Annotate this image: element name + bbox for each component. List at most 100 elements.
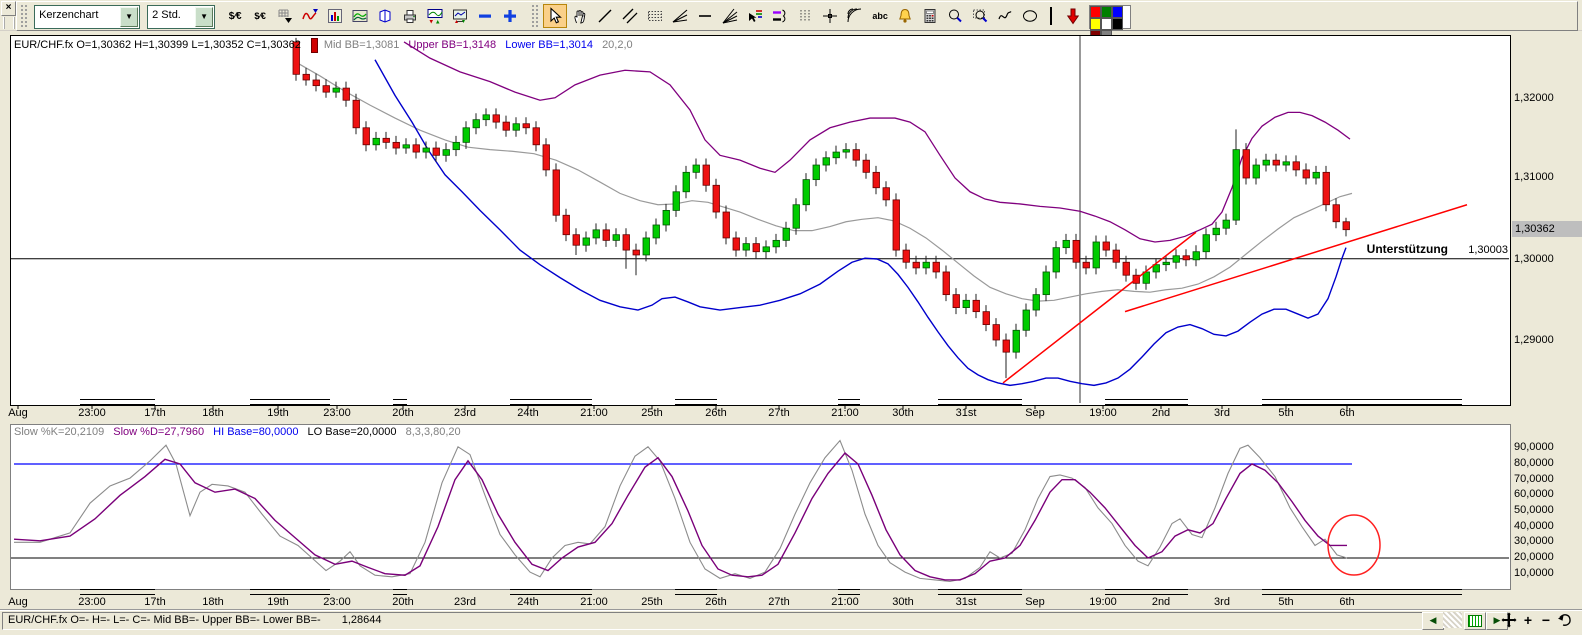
stoch-tick-label: 10,0000	[1514, 567, 1554, 579]
stochastic-panel[interactable]	[10, 424, 1511, 590]
undo-icon[interactable]	[1556, 611, 1572, 629]
freehand-icon[interactable]	[993, 4, 1017, 28]
horizontal-line-icon[interactable]	[693, 4, 717, 28]
pointer-levels-icon[interactable]	[743, 4, 767, 28]
screen-chart-icon[interactable]	[448, 4, 472, 28]
book-icon[interactable]	[373, 4, 397, 28]
toolbar-drag-handle[interactable]	[3, 17, 15, 29]
zoom-area-icon[interactable]	[968, 4, 992, 28]
time-tick-label: 19:00	[1089, 596, 1117, 608]
time-tick-label: 19th	[267, 596, 289, 608]
indicator-handle-icon[interactable]	[310, 38, 318, 53]
indicator-wave-icon[interactable]	[298, 4, 322, 28]
timeframe-dropdown-button[interactable]: ▼	[195, 7, 214, 27]
grid-rect-icon[interactable]	[643, 4, 667, 28]
stoch-header: Slow %K=20,2109 Slow %D=27,7960 HI Base=…	[14, 426, 467, 438]
chevron-down-icon: ▼	[125, 12, 134, 21]
time-tick-label: 21:00	[831, 596, 859, 608]
current-price-tag: 1,30362	[1512, 221, 1582, 237]
trendline-icon[interactable]	[593, 4, 617, 28]
calculator-icon[interactable]	[918, 4, 942, 28]
grid-dropdown-icon[interactable]	[273, 4, 297, 28]
scroll-stripes-button[interactable]	[1464, 612, 1486, 630]
weekend-mark	[393, 399, 407, 405]
pan-icon[interactable]	[1500, 611, 1517, 629]
crosshair-icon[interactable]	[818, 4, 842, 28]
time-tick-label: 3rd	[1214, 596, 1230, 608]
support-annotation-label[interactable]: Unterstützung	[1366, 242, 1448, 256]
radiating-lines-icon[interactable]	[718, 4, 742, 28]
time-tick-label: 18th	[202, 596, 224, 608]
weekend-mark	[1105, 589, 1188, 595]
chart-green-icon[interactable]	[348, 4, 372, 28]
timeframe-select[interactable]: 2 Std. ▼	[147, 5, 216, 29]
zoom-in-small-icon[interactable]: +	[1523, 612, 1533, 628]
color-swatch[interactable]	[1101, 18, 1113, 30]
weekend-mark	[838, 589, 860, 595]
weekend-mark	[1105, 399, 1188, 405]
time-tick-label: 31st	[955, 596, 977, 608]
weekend-mark	[393, 589, 407, 595]
support-price-label: 1,30003	[1468, 244, 1508, 256]
color-palette[interactable]	[1089, 5, 1132, 42]
ellipse-icon[interactable]	[1018, 4, 1042, 28]
time-tick-label: 23:00	[323, 596, 351, 608]
color-swatch[interactable]	[1101, 6, 1113, 18]
arcs-icon[interactable]	[843, 4, 867, 28]
hand-icon[interactable]	[568, 4, 592, 28]
zoom-in-plus-icon[interactable]	[498, 4, 522, 28]
color-swatch[interactable]	[1090, 18, 1102, 30]
weekend-mark	[80, 399, 155, 405]
status-value: 1,28644	[341, 614, 382, 626]
time-tick-label: 24th	[517, 596, 539, 608]
weekend-mark	[1262, 589, 1462, 595]
price-tick-label: 1,32000	[1514, 92, 1554, 104]
time-tick-label: 23:00	[323, 407, 351, 419]
zoom-in-icon[interactable]	[943, 4, 967, 28]
cursor-icon[interactable]	[543, 4, 568, 28]
mid-bb-label: Mid BB=1,3081	[323, 39, 400, 52]
text-abc-icon[interactable]: abc	[872, 11, 888, 21]
chart-type-dropdown-button[interactable]: ▼	[120, 7, 139, 27]
toolbar-band: Kerzenchart ▼ 2 Std. ▼ $⁄€ $⁄€ abc	[16, 1, 1578, 42]
arrow-down-red-icon[interactable]	[1061, 4, 1085, 28]
toolbar-grip-icon[interactable]	[20, 4, 28, 28]
parallel-lines-icon[interactable]	[618, 4, 642, 28]
time-tick-label: 25th	[641, 596, 663, 608]
zoom-out-minus-icon[interactable]	[473, 4, 497, 28]
time-tick-label: Aug	[8, 407, 28, 419]
chart-type-select[interactable]: Kerzenchart ▼	[34, 5, 141, 29]
time-tick-label: 18th	[202, 407, 224, 419]
close-toolbar-button[interactable]: ×	[1, 1, 16, 16]
zoom-out-small-icon[interactable]: −	[1541, 612, 1551, 628]
toolbar-grip-icon[interactable]	[531, 4, 540, 28]
scroll-left-button[interactable]: ◀	[1422, 612, 1444, 630]
indicator-arrows-icon[interactable]	[423, 4, 447, 28]
stoch-tick-label: 40,0000	[1514, 520, 1554, 532]
vertical-grid-icon[interactable]	[793, 4, 817, 28]
color-swatch[interactable]	[1112, 6, 1124, 18]
scroll-track[interactable]	[1443, 612, 1462, 628]
bracket-levels-icon[interactable]	[768, 4, 792, 28]
color-swatch[interactable]	[1112, 18, 1124, 30]
chart-stats-icon[interactable]	[323, 4, 347, 28]
slow-d-label: Slow %D=27,7960	[113, 426, 205, 438]
weekend-mark	[250, 589, 330, 595]
stoch-tick-label: 50,0000	[1514, 504, 1554, 516]
time-tick-label: 30th	[892, 407, 914, 419]
time-tick-label: 26th	[705, 596, 727, 608]
color-swatch[interactable]	[1090, 6, 1102, 18]
printer-icon[interactable]	[398, 4, 422, 28]
dollar-euro-icon[interactable]: $⁄€	[228, 11, 242, 22]
time-tick-label: 21:00	[580, 596, 608, 608]
time-tick-label: 17th	[144, 407, 166, 419]
alert-bell-icon[interactable]	[893, 4, 917, 28]
dollar-euro-small-icon[interactable]: $⁄€	[254, 11, 266, 21]
fan-lines-icon[interactable]	[668, 4, 692, 28]
time-tick-label: 5th	[1278, 407, 1294, 419]
status-text: EUR/CHF.fx O=- H=- L=- C=- Mid BB=- Uppe…	[8, 614, 321, 626]
main-chart-panel[interactable]	[10, 35, 1511, 406]
price-tick-label: 1,31000	[1514, 171, 1554, 183]
toolbar: × Kerzenchart ▼ 2 Std. ▼ $⁄€ $⁄€ abc	[0, 0, 1582, 42]
time-tick-label: 21:00	[831, 407, 859, 419]
